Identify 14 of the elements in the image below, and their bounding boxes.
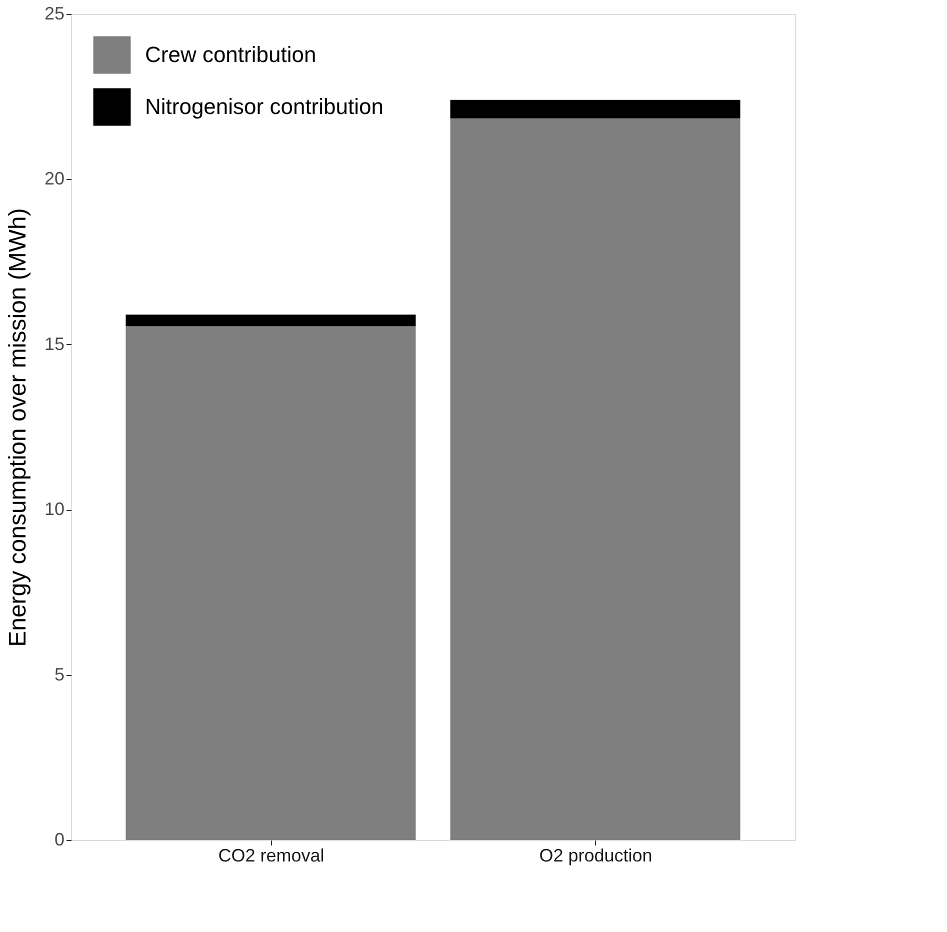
y-tick-label: 20 [44, 168, 64, 189]
legend-label: Nitrogenisor contribution [145, 94, 384, 119]
y-tick-label: 0 [54, 830, 64, 850]
y-tick-label: 15 [44, 334, 64, 354]
bar [126, 314, 416, 326]
y-tick-label: 10 [44, 499, 64, 520]
y-tick-label: 25 [44, 4, 64, 24]
legend-label: Crew contribution [145, 42, 316, 67]
x-tick-label: CO2 removal [218, 846, 324, 866]
y-tick-label: 5 [54, 664, 64, 684]
y-axis-title: Energy consumption over mission (MWh) [4, 208, 32, 647]
bar [126, 326, 416, 840]
x-tick-label: O2 production [539, 846, 652, 866]
bar [450, 100, 740, 118]
